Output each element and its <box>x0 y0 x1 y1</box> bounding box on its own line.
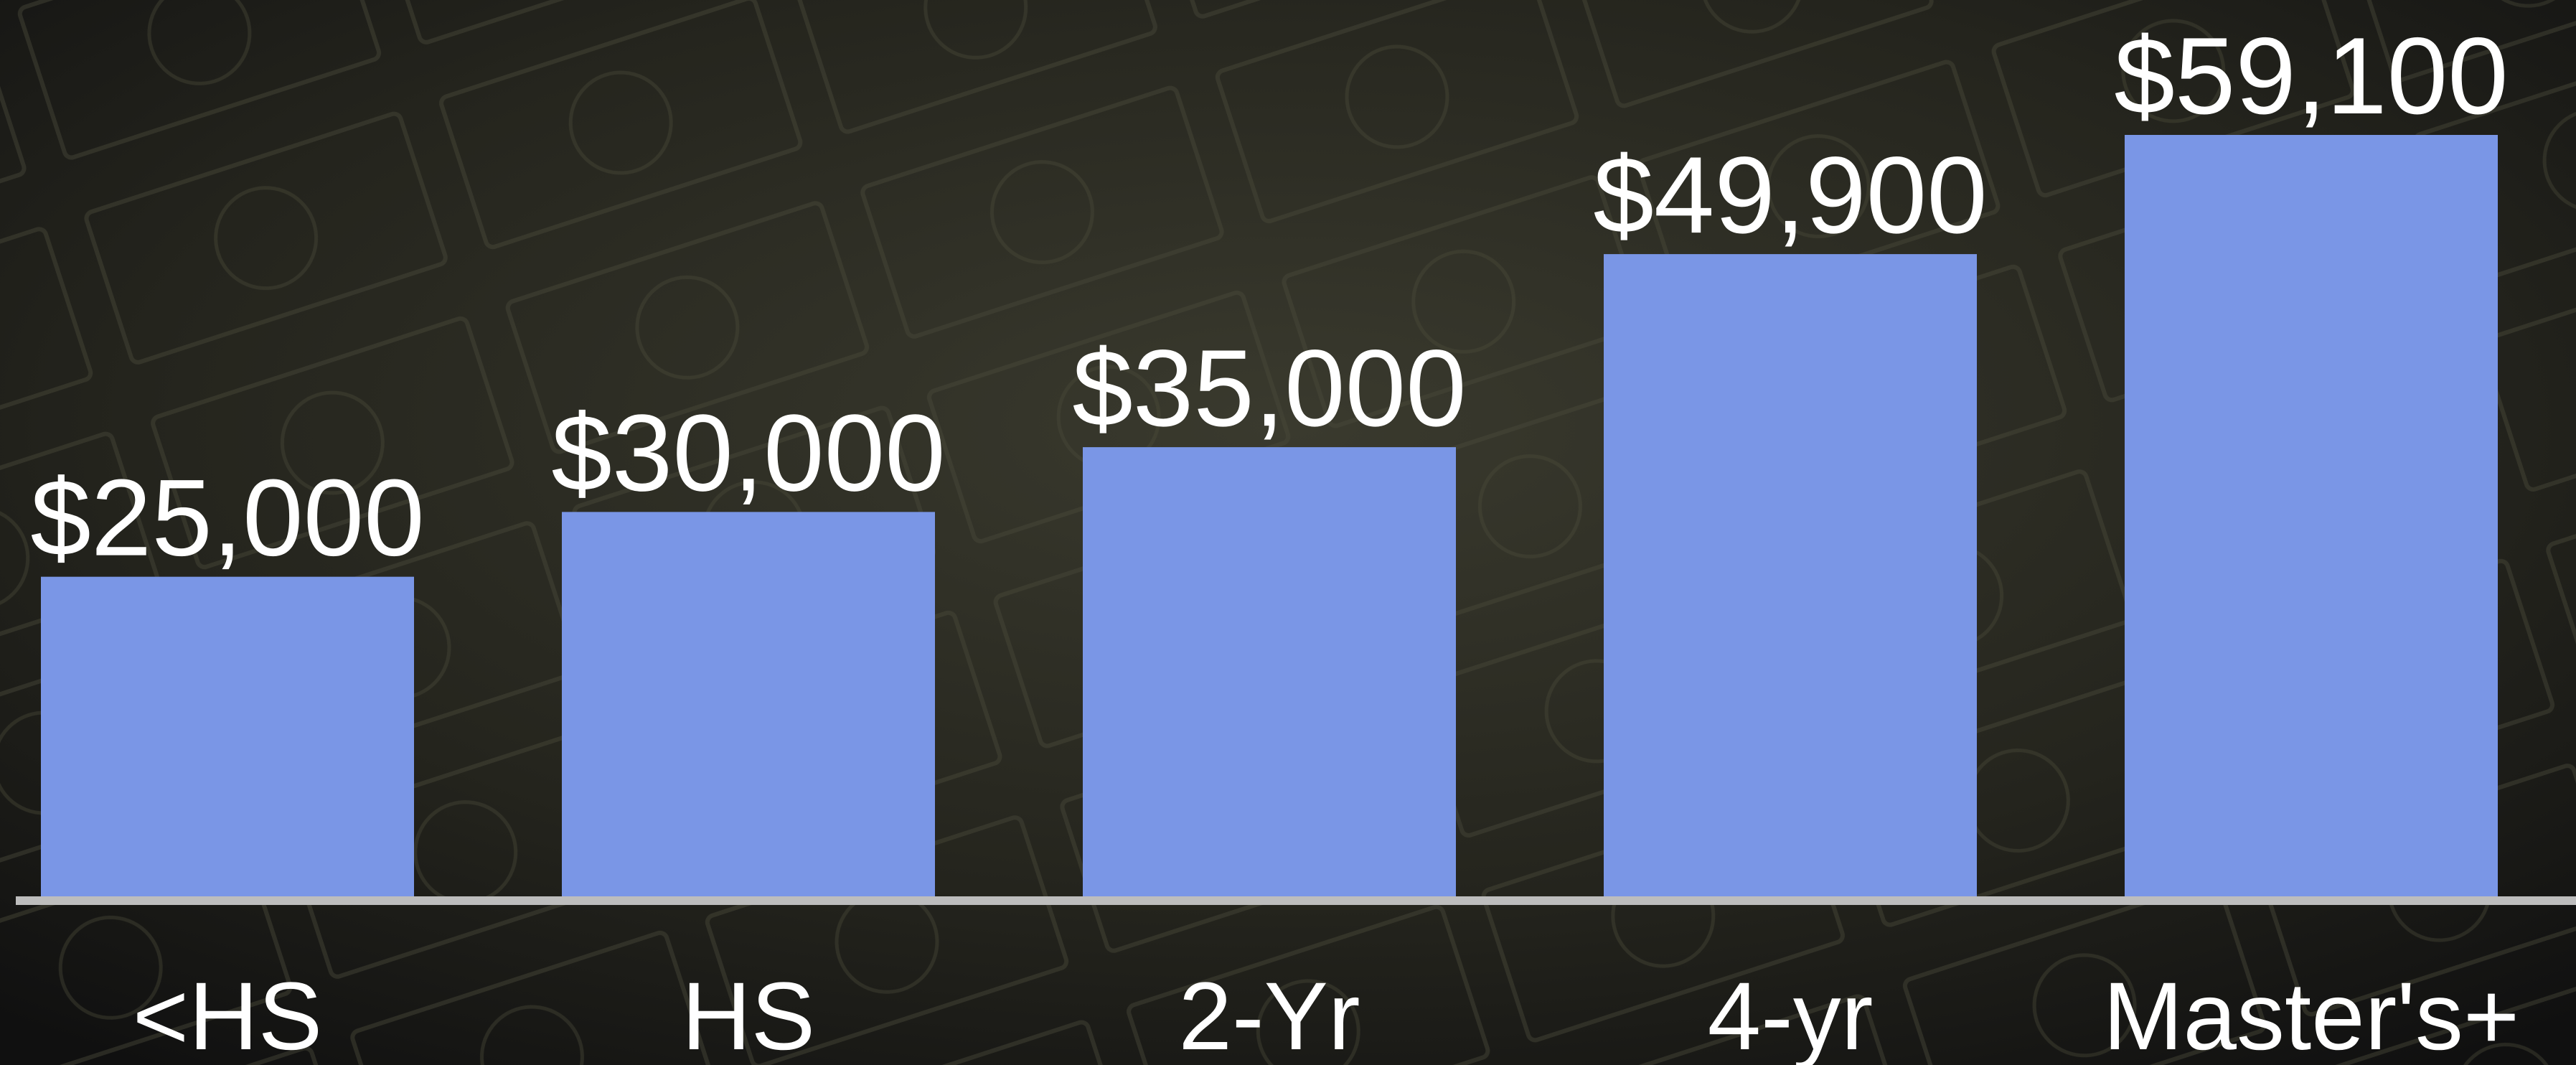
bar <box>2125 135 2498 901</box>
value-label: $35,000 <box>1072 327 1466 449</box>
bar <box>41 576 414 901</box>
x-tick-label: 4-yr <box>1708 963 1874 1065</box>
x-tick-label: Master's+ <box>2103 963 2519 1065</box>
value-label: $49,900 <box>1593 134 1987 256</box>
plot-area: $25,000 <HS $30,000 HS $35,000 2-Yr $49,900 4-y… <box>30 15 2519 1065</box>
x-tick-label: HS <box>682 963 815 1065</box>
bar <box>562 512 935 901</box>
x-tick-label: 2-Yr <box>1178 963 1360 1065</box>
x-tick-label: <HS <box>133 963 322 1065</box>
value-label: $25,000 <box>30 457 424 579</box>
value-label: $30,000 <box>551 392 945 514</box>
value-label: $59,100 <box>2114 15 2508 137</box>
baseline <box>16 896 2576 905</box>
bar <box>1604 254 1977 901</box>
bar <box>1083 447 1456 901</box>
